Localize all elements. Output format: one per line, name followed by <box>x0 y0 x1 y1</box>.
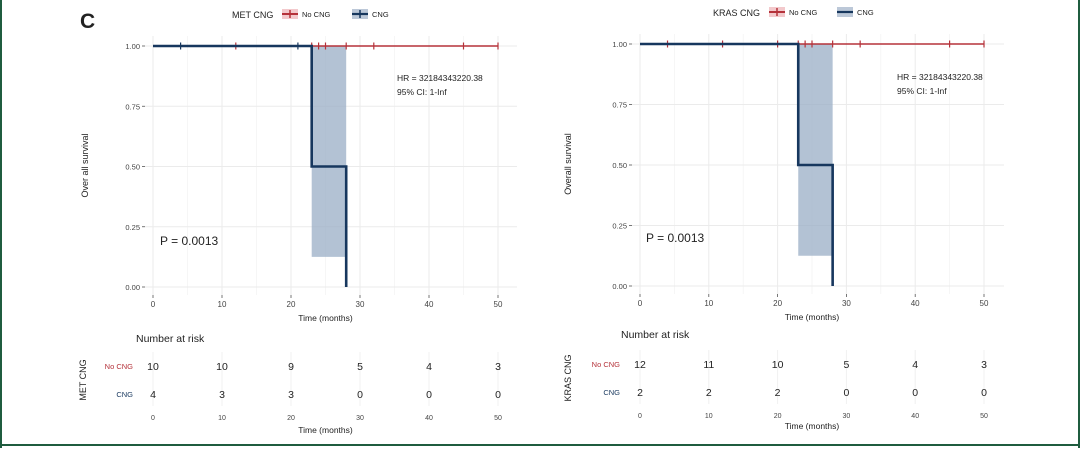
risk-x-tick-label: 0 <box>151 415 155 422</box>
x-tick-label: 40 <box>425 300 434 309</box>
risk-count-cell: 3 <box>981 359 987 371</box>
risk-table-strata-title: MET CNG <box>78 359 88 400</box>
series-line-cng <box>153 44 348 287</box>
risk-x-tick-label: 10 <box>705 413 713 420</box>
risk-count-cell: 3 <box>288 389 294 401</box>
risk-table-title: Number at risk <box>621 329 690 341</box>
risk-x-tick-label: 20 <box>287 415 295 422</box>
risk-x-axis-label: Time (months) <box>785 421 840 431</box>
risk-x-tick-label: 50 <box>980 413 988 420</box>
risk-count-cell: 2 <box>637 387 643 399</box>
legend-title: MET CNG <box>232 10 273 20</box>
x-tick-label: 0 <box>638 299 643 308</box>
risk-x-tick-label: 30 <box>356 415 364 422</box>
confidence-interval-text: 95% CI: 1-Inf <box>897 86 947 96</box>
x-axis-label: Time (months) <box>785 312 840 322</box>
risk-count-cell: 0 <box>426 389 432 401</box>
x-tick-label: 0 <box>151 300 156 309</box>
risk-x-tick-label: 50 <box>494 415 502 422</box>
y-axis-label: Overall survival <box>563 133 573 195</box>
x-axis-label: Time (months) <box>298 313 353 323</box>
legend-label-cng: CNG <box>857 8 874 17</box>
risk-x-axis-label: Time (months) <box>298 425 353 435</box>
y-tick-label: 0.25 <box>612 222 627 231</box>
risk-count-cell: 10 <box>216 361 228 373</box>
risk-count-cell: 0 <box>981 387 987 399</box>
risk-count-cell: 12 <box>634 359 646 371</box>
risk-count-cell: 10 <box>772 359 784 371</box>
y-tick-label: 0.50 <box>125 163 140 172</box>
y-tick-label: 0.00 <box>612 282 627 291</box>
risk-x-tick-label: 40 <box>425 415 433 422</box>
risk-count-cell: 0 <box>495 389 501 401</box>
p-value-text: P = 0.0013 <box>646 231 704 245</box>
risk-count-cell: 4 <box>426 361 432 373</box>
y-tick-label: 0.50 <box>612 161 627 170</box>
confidence-band <box>798 44 833 256</box>
risk-row-label: CNG <box>603 388 620 397</box>
p-value-text: P = 0.0013 <box>160 234 218 248</box>
risk-count-cell: 5 <box>843 359 849 371</box>
risk-row-label: No CNG <box>592 360 621 369</box>
risk-count-cell: 3 <box>219 389 225 401</box>
y-tick-label: 0.75 <box>125 102 140 111</box>
x-tick-label: 30 <box>356 300 365 309</box>
legend-title: KRAS CNG <box>713 8 760 18</box>
panel-label: C <box>80 10 95 33</box>
y-tick-label: 1.00 <box>612 40 627 49</box>
risk-row-label: No CNG <box>105 362 134 371</box>
x-tick-label: 10 <box>704 299 713 308</box>
risk-count-cell: 3 <box>495 361 501 373</box>
risk-x-tick-label: 40 <box>911 413 919 420</box>
series-line-cng <box>640 42 834 286</box>
x-tick-label: 50 <box>494 300 503 309</box>
risk-count-cell: 2 <box>775 387 781 399</box>
risk-count-cell: 9 <box>288 361 294 373</box>
risk-table-strata-title: KRAS CNG <box>563 354 573 401</box>
risk-row-label: CNG <box>116 390 133 399</box>
risk-x-tick-label: 10 <box>218 415 226 422</box>
risk-count-cell: 2 <box>706 387 712 399</box>
y-tick-label: 0.00 <box>125 283 140 292</box>
risk-count-cell: 5 <box>357 361 363 373</box>
confidence-band <box>311 46 347 257</box>
x-tick-label: 50 <box>980 299 989 308</box>
legend-label-no-cng: No CNG <box>789 8 818 17</box>
risk-x-tick-label: 30 <box>843 413 851 420</box>
x-tick-label: 10 <box>218 300 227 309</box>
y-tick-label: 0.25 <box>125 223 140 232</box>
legend-label-cng: CNG <box>372 10 389 19</box>
hazard-ratio-text: HR = 32184343220.38 <box>897 72 983 82</box>
risk-count-cell: 10 <box>147 361 159 373</box>
confidence-interval-text: 95% CI: 1-Inf <box>397 87 447 97</box>
risk-table-title: Number at risk <box>136 333 205 345</box>
hazard-ratio-text: HR = 32184343220.38 <box>397 73 483 83</box>
legend-label-no-cng: No CNG <box>302 10 331 19</box>
risk-count-cell: 0 <box>912 387 918 399</box>
risk-count-cell: 4 <box>150 389 156 401</box>
y-tick-label: 0.75 <box>612 101 627 110</box>
y-tick-label: 1.00 <box>125 42 140 51</box>
risk-x-tick-label: 0 <box>638 413 642 420</box>
x-tick-label: 20 <box>287 300 296 309</box>
x-tick-label: 30 <box>842 299 851 308</box>
risk-x-tick-label: 20 <box>774 413 782 420</box>
x-tick-label: 40 <box>911 299 920 308</box>
risk-count-cell: 4 <box>912 359 918 371</box>
risk-count-cell: 0 <box>357 389 363 401</box>
risk-count-cell: 11 <box>703 359 714 371</box>
x-tick-label: 20 <box>773 299 782 308</box>
risk-count-cell: 0 <box>843 387 849 399</box>
y-axis-label: Over all survival <box>80 133 90 197</box>
